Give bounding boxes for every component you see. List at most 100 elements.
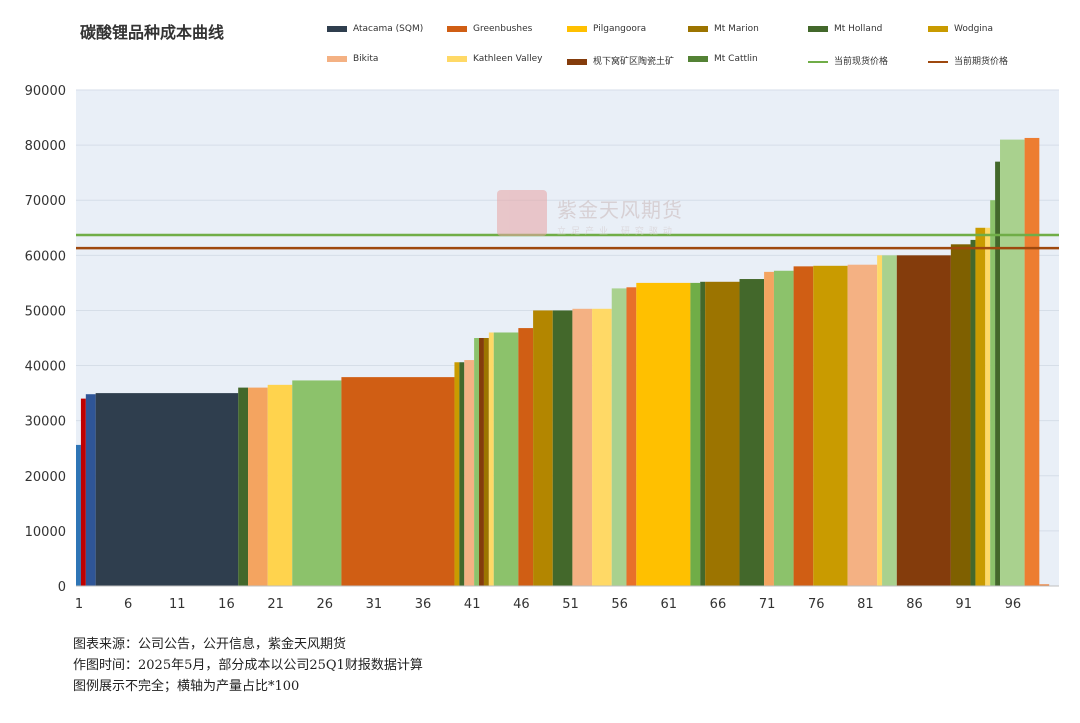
cost-bar: [773, 270, 794, 586]
cost-bar: [552, 310, 573, 586]
y-tick-label: 70000: [25, 194, 66, 209]
watermark-seal-logo: [497, 190, 547, 236]
x-tick-label: 46: [513, 597, 530, 612]
legend-item: Mt Cattlin: [688, 54, 758, 64]
cost-bar: [882, 255, 897, 587]
cost-bar: [454, 362, 460, 586]
legend-label: 当前期货价格: [954, 57, 1009, 67]
legend-item: Mt Holland: [808, 24, 882, 34]
cost-bar: [896, 255, 951, 587]
legend-label: Pilgangoora: [593, 24, 647, 34]
x-tick-label: 16: [218, 597, 235, 612]
x-tick-label: 96: [1005, 597, 1022, 612]
legend-swatch: [567, 25, 587, 32]
cost-bar: [975, 227, 986, 586]
cost-bar: [341, 377, 455, 586]
cost-bar: [459, 362, 465, 586]
cost-bar: [493, 332, 519, 586]
legend-label: Greenbushes: [473, 24, 533, 34]
note-legend-caveat: 图例展示不完全；横轴为产量占比*100: [73, 679, 300, 694]
y-tick-label: 40000: [25, 360, 66, 375]
x-tick-label: 76: [808, 597, 825, 612]
cost-bar: [995, 161, 1001, 586]
x-tick-label: 41: [464, 597, 481, 612]
legend-item: Pilgangoora: [567, 24, 646, 34]
cost-bar: [970, 239, 976, 586]
cost-bar: [464, 360, 475, 586]
cost-bar: [95, 393, 239, 586]
watermark-subtitle: 立足产业 研究驱动: [557, 227, 677, 237]
legend-item: Mt Marion: [688, 24, 759, 34]
cost-bar: [533, 310, 553, 586]
x-tick-label: 26: [316, 597, 333, 612]
legend-item: Atacama (SQM): [327, 24, 423, 34]
x-tick-label: 21: [267, 597, 284, 612]
legend-swatch: [688, 55, 708, 62]
legend-item: Bikita: [327, 54, 378, 64]
cost-bar: [847, 264, 878, 586]
x-tick-label: 11: [169, 597, 186, 612]
cost-bar: [985, 227, 991, 586]
x-tick-label: 86: [906, 597, 923, 612]
legend-label: Mt Cattlin: [714, 54, 758, 64]
cost-bar: [990, 200, 996, 586]
x-tick-label: 31: [366, 597, 383, 612]
cost-bar: [690, 282, 701, 586]
legend-swatch: [808, 60, 828, 63]
chart-notes: 图表来源：公司公告，公开信息，紫金天风期货 作图时间：2025年5月，部分成本以…: [73, 634, 423, 697]
y-tick-label: 60000: [25, 249, 66, 264]
cost-bar: [572, 308, 593, 586]
cost-bar: [636, 282, 691, 586]
cost-bar: [85, 394, 96, 586]
cost-curve-chart: 0 10000 20000 30000 40000 50000 60000 70000 8000…: [25, 84, 1059, 612]
cost-bar: [950, 244, 971, 587]
legend-swatch: [567, 58, 587, 65]
cost-bar: [611, 288, 627, 586]
legend-swatch: [928, 25, 948, 32]
cost-bar: [479, 338, 484, 586]
x-tick-label: 81: [857, 597, 874, 612]
y-tick-label: 10000: [25, 525, 66, 540]
cost-bar: [626, 287, 637, 586]
cost-bar: [488, 332, 494, 586]
legend-swatch: [447, 25, 467, 32]
legend-swatch: [447, 55, 467, 62]
legend-label: 当前现货价格: [834, 57, 889, 67]
cost-bar: [483, 338, 489, 586]
watermark: 紫金天风期货 立足产业 研究驱动: [497, 190, 707, 242]
chart-legend: Atacama (SQM) Greenbushes Pilgangoora Mt Ma…: [327, 22, 1047, 78]
x-tick-label: 51: [562, 597, 579, 612]
cost-bar: [764, 271, 774, 586]
legend-item: Greenbushes: [447, 24, 532, 34]
legend-label: Atacama (SQM): [353, 24, 424, 34]
cost-bar: [1039, 584, 1050, 586]
x-tick-label: 56: [611, 597, 628, 612]
cost-bar: [739, 279, 765, 586]
cost-bar: [292, 380, 342, 586]
legend-item: 当前期货价格: [928, 54, 1008, 67]
legend-swatch: [327, 55, 347, 62]
x-tick-label: 66: [710, 597, 727, 612]
y-tick-label: 20000: [25, 470, 66, 485]
x-tick-label: 6: [124, 597, 132, 612]
cost-bar: [813, 265, 848, 586]
legend-swatch: [327, 25, 347, 32]
legend-item: 当前现货价格: [808, 54, 888, 67]
cost-bar: [1024, 137, 1040, 587]
legend-label: 枧下窝矿区陶瓷土矿: [593, 57, 675, 67]
y-tick-label: 0: [58, 580, 66, 595]
cost-bar: [793, 266, 814, 586]
cost-bar: [248, 387, 268, 586]
legend-label: Bikita: [353, 54, 379, 64]
x-tick-label: 1: [75, 597, 83, 612]
y-tick-label: 50000: [25, 304, 66, 319]
legend-label: Mt Holland: [834, 24, 883, 34]
cost-bar: [518, 328, 534, 586]
chart-title: 碳酸锂品种成本曲线: [80, 23, 225, 42]
x-tick-label: 61: [661, 597, 678, 612]
cost-bar: [474, 338, 480, 586]
legend-swatch: [688, 25, 708, 32]
y-tick-label: 80000: [25, 139, 66, 154]
cost-bar: [705, 281, 740, 586]
legend-item: 枧下窝矿区陶瓷土矿: [567, 54, 674, 67]
